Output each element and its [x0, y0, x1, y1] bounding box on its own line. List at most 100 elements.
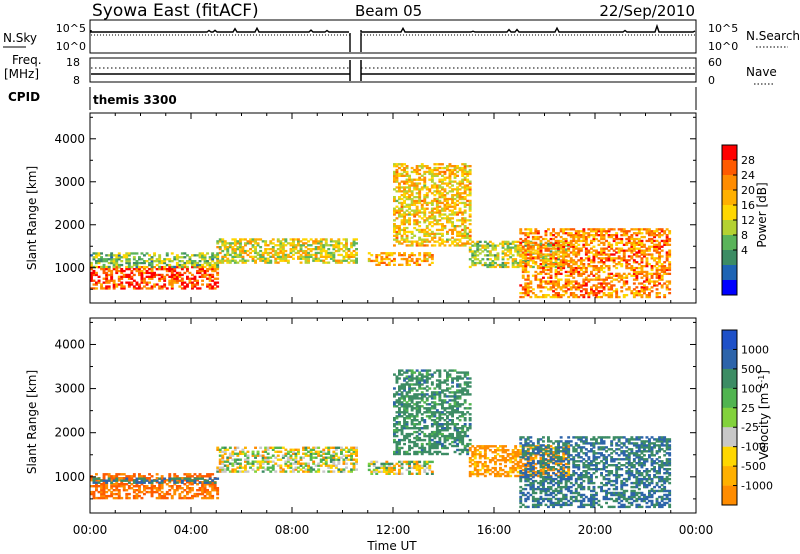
heatmap-cell [587, 257, 591, 260]
heatmap-cell [314, 251, 318, 255]
heatmap-cell [122, 487, 126, 490]
heatmap-cell [590, 292, 593, 295]
heatmap-cell [443, 194, 447, 197]
heatmap-cell [115, 489, 119, 492]
heatmap-cell [418, 238, 422, 241]
heatmap-cell [443, 225, 447, 228]
heatmap-cell [112, 258, 116, 261]
heatmap-cell [451, 423, 454, 426]
heatmap-cell [415, 223, 419, 226]
heatmap-cell [198, 263, 202, 267]
heatmap-cell [408, 460, 411, 464]
heatmap-cell [408, 403, 411, 406]
heatmap-cell [206, 263, 209, 267]
heatmap-cell [410, 252, 414, 255]
heatmap-cell [453, 401, 457, 404]
heatmap-cell [443, 401, 447, 404]
heatmap-cell [206, 252, 209, 255]
heatmap-cell [284, 259, 288, 262]
heatmap-cell [342, 249, 346, 253]
heatmap-cell [160, 485, 164, 488]
heatmap-cell [456, 225, 459, 228]
heatmap-cell [466, 242, 470, 245]
heatmap-cell [292, 244, 295, 247]
heatmap-cell [400, 427, 404, 430]
heatmap-cell [443, 381, 447, 384]
heatmap-cell [446, 434, 449, 438]
heatmap-cell [372, 470, 376, 473]
heatmap-cell [370, 472, 374, 475]
heatmap-cell [322, 470, 326, 473]
heatmap-cell [615, 247, 619, 250]
heatmap-cell [433, 413, 437, 416]
heatmap-cell [554, 272, 558, 275]
heatmap-cell [143, 254, 146, 257]
heatmap-cell [501, 256, 505, 259]
heatmap-cell [342, 255, 346, 258]
heatmap-cell [158, 273, 162, 277]
heatmap-cell [408, 196, 411, 199]
heatmap-cell [584, 251, 588, 254]
heatmap-cell [165, 483, 169, 486]
heatmap-cell [620, 274, 624, 277]
heatmap-cell [524, 268, 528, 272]
heatmap-cell [630, 265, 634, 268]
heatmap-cell [102, 477, 106, 480]
heatmap-cell [441, 186, 444, 189]
heatmap-cell [231, 464, 235, 467]
heatmap-cell [408, 405, 411, 408]
heatmap-cell [413, 178, 417, 181]
heatmap-cell [95, 261, 98, 265]
heatmap-cell [304, 470, 308, 473]
heatmap-cell [463, 401, 467, 404]
heatmap-cell [117, 254, 121, 257]
heatmap-cell [342, 257, 346, 260]
heatmap-cell [564, 241, 568, 244]
heatmap-cell [587, 243, 591, 246]
heatmap-cell [382, 462, 386, 466]
heatmap-cell [648, 239, 651, 243]
heatmap-cell [150, 485, 154, 488]
heatmap-cell [458, 440, 462, 444]
heatmap-cell [367, 257, 371, 261]
heatmap-cell [112, 260, 116, 263]
heatmap-cell [420, 452, 424, 456]
heatmap-cell [418, 197, 422, 201]
heatmap-cell [138, 265, 141, 269]
heatmap-cell [446, 230, 449, 234]
heatmap-cell [254, 259, 257, 262]
heatmap-cell [430, 442, 434, 446]
heatmap-cell [443, 166, 447, 170]
heatmap-cell [375, 259, 379, 263]
heatmap-cell [605, 284, 608, 287]
heatmap-cell [587, 255, 591, 258]
heatmap-cell [329, 466, 333, 469]
heatmap-cell [554, 250, 558, 253]
heatmap-cell [544, 286, 548, 289]
heatmap-cell [600, 247, 603, 250]
heatmap-cell [196, 494, 199, 498]
heatmap-cell [292, 249, 295, 253]
heatmap-cell [579, 235, 583, 239]
heatmap-cell [420, 444, 424, 448]
heatmap-cell [514, 260, 518, 263]
heatmap-cell [352, 458, 356, 461]
heatmap-cell [102, 265, 106, 269]
heatmap-cell [307, 255, 310, 258]
heatmap-cell [208, 485, 212, 488]
heatmap-cell [319, 251, 323, 255]
heatmap-cell [451, 415, 454, 418]
heatmap-cell [574, 261, 578, 264]
heatmap-cell [441, 207, 444, 210]
heatmap-cell [324, 242, 328, 245]
heatmap-cell [539, 251, 543, 254]
heatmap-cell [385, 255, 389, 259]
heatmap-cell [620, 237, 624, 241]
heatmap-cell [617, 255, 621, 258]
heatmap-cell [178, 479, 182, 482]
heatmap-cell [501, 252, 505, 255]
heatmap-cell [443, 440, 447, 444]
heatmap-cell [592, 249, 596, 252]
heatmap-cell [183, 479, 187, 482]
heatmap-cell [400, 257, 404, 261]
